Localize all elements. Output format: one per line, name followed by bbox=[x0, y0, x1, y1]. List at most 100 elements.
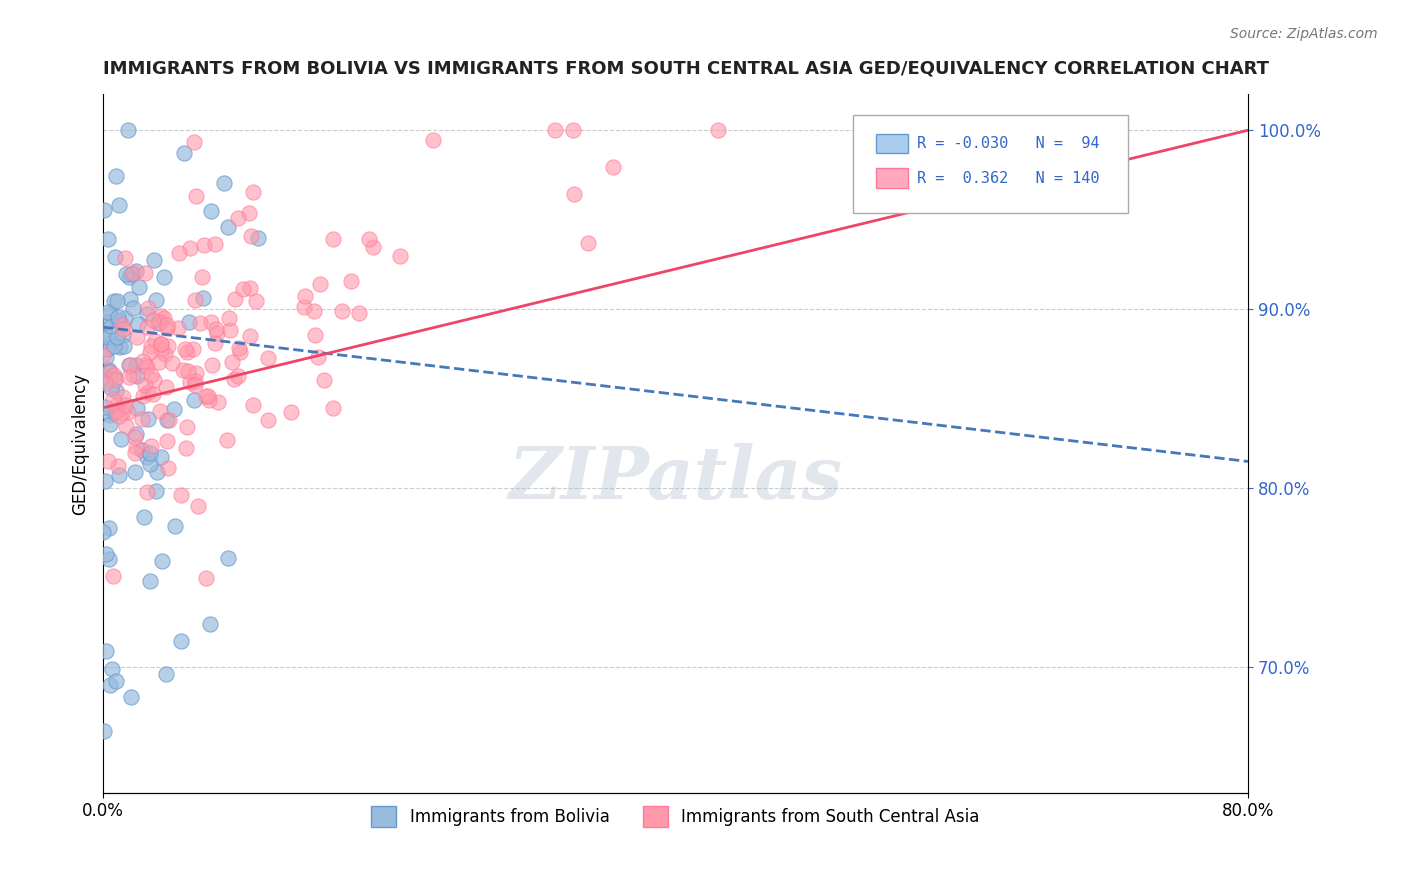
Immigrants from South Central Asia bbox=[150, 343, 173, 358]
Immigrants from South Central Asia bbox=[170, 488, 193, 502]
Immigrants from South Central Asia bbox=[139, 345, 162, 359]
Immigrants from South Central Asia bbox=[184, 374, 207, 388]
Immigrants from South Central Asia bbox=[340, 274, 363, 288]
Immigrants from Bolivia bbox=[94, 400, 117, 414]
Immigrants from South Central Asia bbox=[544, 123, 567, 137]
Immigrants from South Central Asia bbox=[142, 386, 165, 401]
Immigrants from South Central Asia bbox=[195, 389, 218, 403]
Immigrants from Bolivia bbox=[94, 373, 117, 387]
FancyBboxPatch shape bbox=[876, 134, 908, 153]
Immigrants from Bolivia bbox=[98, 678, 121, 692]
Immigrants from Bolivia bbox=[134, 510, 156, 524]
Immigrants from South Central Asia bbox=[93, 348, 115, 362]
Immigrants from Bolivia bbox=[105, 294, 128, 309]
Immigrants from South Central Asia bbox=[118, 370, 141, 384]
Immigrants from Bolivia bbox=[121, 301, 143, 315]
Immigrants from Bolivia bbox=[105, 313, 128, 327]
Immigrants from South Central Asia bbox=[141, 368, 163, 382]
Text: IMMIGRANTS FROM BOLIVIA VS IMMIGRANTS FROM SOUTH CENTRAL ASIA GED/EQUIVALENCY CO: IMMIGRANTS FROM BOLIVIA VS IMMIGRANTS FR… bbox=[103, 60, 1270, 78]
Immigrants from South Central Asia bbox=[602, 160, 624, 174]
Immigrants from Bolivia bbox=[112, 328, 135, 343]
Immigrants from Bolivia bbox=[117, 123, 139, 137]
Immigrants from Bolivia bbox=[100, 381, 122, 395]
Immigrants from South Central Asia bbox=[187, 500, 209, 514]
Immigrants from South Central Asia bbox=[155, 380, 177, 394]
Immigrants from Bolivia bbox=[125, 401, 148, 415]
Immigrants from South Central Asia bbox=[104, 402, 127, 417]
Immigrants from Bolivia bbox=[103, 339, 125, 353]
Immigrants from South Central Asia bbox=[111, 390, 134, 404]
Immigrants from Bolivia bbox=[136, 307, 159, 321]
Immigrants from South Central Asia bbox=[242, 398, 264, 412]
Immigrants from Bolivia bbox=[139, 458, 162, 472]
FancyBboxPatch shape bbox=[876, 169, 908, 188]
Y-axis label: GED/Equivalency: GED/Equivalency bbox=[72, 373, 89, 515]
Immigrants from Bolivia bbox=[124, 465, 146, 479]
Immigrants from South Central Asia bbox=[183, 136, 205, 150]
Text: ZIPatlas: ZIPatlas bbox=[509, 443, 842, 514]
Immigrants from South Central Asia bbox=[143, 334, 166, 348]
Immigrants from Bolivia bbox=[104, 407, 127, 421]
Immigrants from South Central Asia bbox=[127, 329, 149, 343]
Immigrants from South Central Asia bbox=[132, 389, 155, 403]
Immigrants from South Central Asia bbox=[228, 341, 250, 355]
Immigrants from Bolivia bbox=[108, 314, 131, 328]
Immigrants from Bolivia bbox=[107, 310, 129, 325]
Immigrants from South Central Asia bbox=[150, 336, 173, 351]
Immigrants from South Central Asia bbox=[108, 409, 131, 424]
Immigrants from Bolivia bbox=[150, 450, 173, 465]
Immigrants from South Central Asia bbox=[134, 378, 156, 392]
Immigrants from South Central Asia bbox=[309, 277, 332, 292]
Immigrants from Bolivia bbox=[110, 432, 132, 446]
Immigrants from Bolivia bbox=[152, 270, 174, 285]
Immigrants from South Central Asia bbox=[103, 368, 125, 382]
Immigrants from Bolivia bbox=[145, 293, 167, 307]
Immigrants from Bolivia bbox=[173, 145, 195, 160]
Immigrants from South Central Asia bbox=[232, 282, 254, 296]
Immigrants from South Central Asia bbox=[149, 404, 172, 418]
Immigrants from South Central Asia bbox=[193, 238, 215, 252]
Immigrants from Bolivia bbox=[98, 408, 121, 422]
Immigrants from South Central Asia bbox=[136, 384, 159, 399]
Immigrants from South Central Asia bbox=[226, 211, 249, 225]
Immigrants from Bolivia bbox=[217, 551, 239, 566]
Immigrants from South Central Asia bbox=[156, 318, 179, 332]
Immigrants from Bolivia bbox=[165, 519, 187, 533]
Immigrants from Bolivia bbox=[100, 335, 122, 350]
Immigrants from Bolivia bbox=[100, 662, 122, 676]
Immigrants from South Central Asia bbox=[307, 350, 329, 364]
Immigrants from Bolivia bbox=[118, 292, 141, 306]
Immigrants from South Central Asia bbox=[136, 301, 159, 316]
Immigrants from Bolivia bbox=[108, 198, 131, 212]
Immigrants from South Central Asia bbox=[105, 398, 128, 412]
Immigrants from South Central Asia bbox=[218, 323, 240, 337]
Immigrants from South Central Asia bbox=[181, 343, 204, 357]
Legend: Immigrants from Bolivia, Immigrants from South Central Asia: Immigrants from Bolivia, Immigrants from… bbox=[364, 799, 987, 833]
Immigrants from Bolivia bbox=[145, 483, 167, 498]
Immigrants from Bolivia bbox=[125, 264, 148, 278]
Immigrants from South Central Asia bbox=[239, 329, 262, 343]
Immigrants from Bolivia bbox=[139, 574, 162, 588]
Immigrants from South Central Asia bbox=[184, 377, 207, 392]
Immigrants from Bolivia bbox=[125, 368, 148, 383]
Immigrants from South Central Asia bbox=[172, 363, 194, 377]
Immigrants from South Central Asia bbox=[132, 354, 155, 368]
Immigrants from South Central Asia bbox=[112, 321, 135, 335]
Immigrants from South Central Asia bbox=[176, 345, 198, 359]
Immigrants from South Central Asia bbox=[176, 420, 198, 434]
Immigrants from South Central Asia bbox=[222, 372, 245, 386]
Immigrants from South Central Asia bbox=[114, 251, 136, 265]
Immigrants from Bolivia bbox=[96, 343, 118, 357]
Immigrants from South Central Asia bbox=[294, 289, 316, 303]
Immigrants from Bolivia bbox=[97, 330, 120, 344]
Immigrants from Bolivia bbox=[145, 465, 167, 479]
Immigrants from Bolivia bbox=[100, 319, 122, 334]
Immigrants from South Central Asia bbox=[302, 304, 325, 318]
Immigrants from South Central Asia bbox=[125, 440, 148, 454]
Text: Source: ZipAtlas.com: Source: ZipAtlas.com bbox=[1230, 27, 1378, 41]
Immigrants from South Central Asia bbox=[157, 413, 180, 427]
Immigrants from Bolivia bbox=[163, 402, 186, 417]
Immigrants from Bolivia bbox=[114, 310, 136, 325]
Immigrants from South Central Asia bbox=[224, 292, 246, 306]
Immigrants from South Central Asia bbox=[217, 433, 239, 447]
